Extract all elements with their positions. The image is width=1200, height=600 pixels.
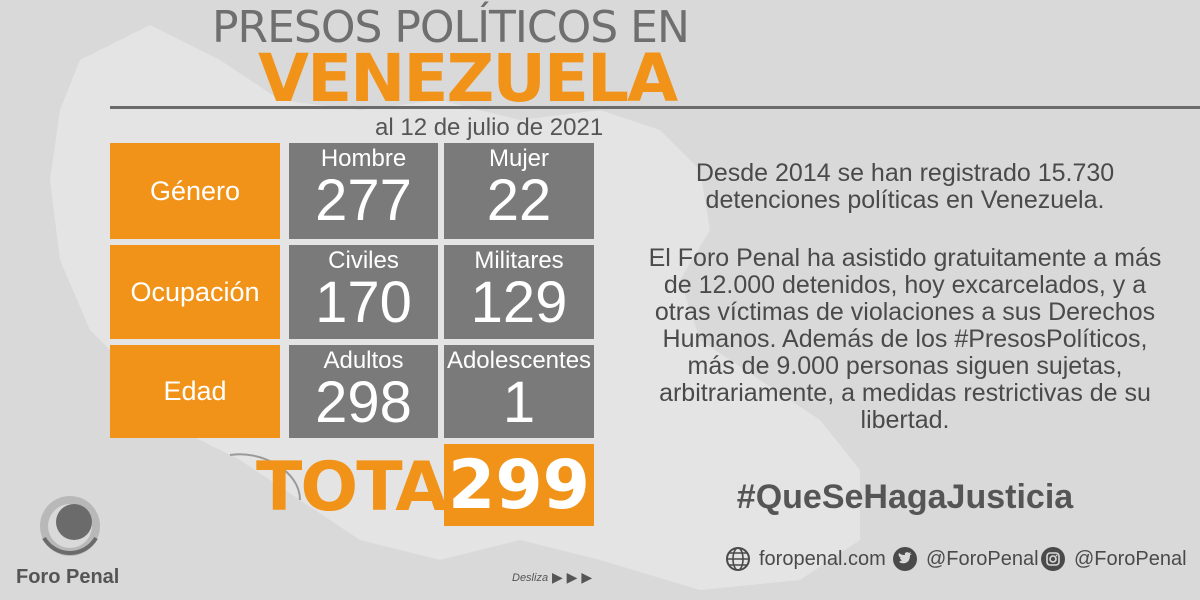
category-ocupacion: Ocupación [110, 245, 280, 339]
twitter-icon [893, 547, 917, 571]
stat-label: Adultos [323, 347, 404, 374]
total-value: 299 [444, 444, 594, 526]
stat-label: Civiles [328, 247, 399, 274]
title-line-2: VENEZUELA [258, 40, 678, 117]
report-date: al 12 de julio de 2021 [375, 114, 604, 141]
stat-value: 22 [486, 168, 552, 233]
stat-value: 129 [470, 270, 568, 335]
stat-cell-mujer: Mujer 22 [444, 143, 594, 239]
stat-cell-adultos: Adultos 298 [289, 345, 438, 438]
logo-text: Foro Penal [16, 566, 120, 588]
category-edad: Edad [110, 345, 280, 438]
stat-label: Hombre [320, 145, 407, 172]
category-genero: Género [110, 143, 280, 239]
stat-value: 298 [315, 370, 412, 435]
globe-icon [726, 547, 750, 571]
stat-cell-civiles: Civiles 170 [289, 245, 438, 339]
foro-penal-logo-icon [40, 496, 100, 556]
website-link[interactable]: foropenal.com [725, 546, 886, 572]
stat-cell-adolescentes: Adolescentes 1 [444, 345, 594, 438]
hashtag: #QueSeHagaJusticia [736, 478, 1074, 516]
website-label: foropenal.com [759, 547, 886, 570]
title-line-1: PRESOS POLÍTICOS EN [212, 2, 690, 53]
instagram-icon [1041, 547, 1065, 571]
instagram-handle: @ForoPenal [1074, 547, 1187, 570]
stat-label: Adolescentes [446, 347, 592, 374]
stat-value: 1 [502, 370, 536, 435]
stat-label: Militares [474, 247, 564, 274]
twitter-link[interactable]: @ForoPenal [892, 546, 1039, 572]
twitter-handle: @ForoPenal [926, 547, 1039, 570]
swipe-arrows-icon: ▶ ▶ ▶ [552, 569, 593, 585]
stat-value: 170 [315, 270, 412, 335]
stat-cell-hombre: Hombre 277 [289, 143, 438, 239]
header-divider [110, 106, 1200, 109]
stat-cell-militares: Militares 129 [444, 245, 594, 339]
stat-label: Mujer [488, 145, 549, 172]
stat-value: 277 [315, 168, 412, 233]
intro-paragraph: Desde 2014 se han registrado 15.730 dete… [695, 159, 1115, 214]
swipe-label: Desliza [512, 572, 549, 584]
description-paragraph: El Foro Penal ha asistido gratuitamente … [648, 244, 1162, 434]
instagram-link[interactable]: @ForoPenal [1040, 546, 1187, 572]
